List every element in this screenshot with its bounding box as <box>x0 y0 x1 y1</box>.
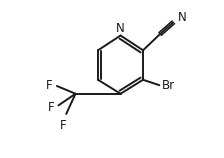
Text: F: F <box>46 79 52 92</box>
Text: N: N <box>116 22 125 35</box>
Text: F: F <box>48 101 55 114</box>
Text: Br: Br <box>162 79 175 92</box>
Text: N: N <box>178 11 187 24</box>
Text: F: F <box>60 119 67 132</box>
